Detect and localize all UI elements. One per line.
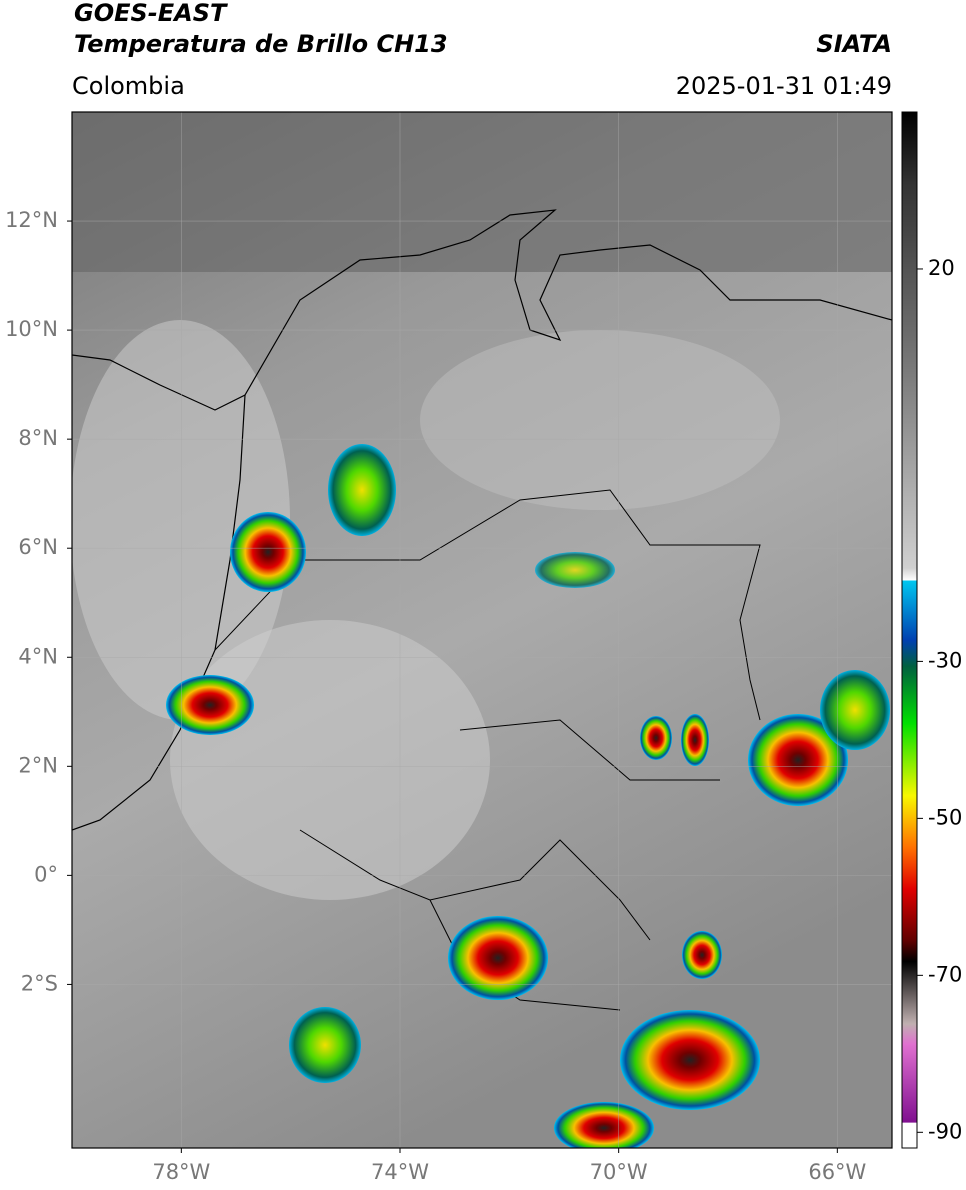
- cloud: [72, 320, 290, 720]
- map-frame: [71, 111, 893, 1149]
- storm-cell: [328, 444, 396, 536]
- colorbar-tick-label: 20: [928, 256, 955, 280]
- storm-cell: [748, 714, 848, 806]
- lon-tick-label: 74°W: [371, 1160, 429, 1184]
- colorbar-tick-label: -90: [928, 1119, 962, 1143]
- source: SIATA: [816, 30, 892, 58]
- lon-tick-label: 66°W: [808, 1160, 866, 1184]
- lat-tick-label: 0°: [34, 862, 58, 886]
- dark-sea: [72, 112, 892, 272]
- storm-cell: [448, 916, 548, 1000]
- storm-cell: [681, 714, 709, 766]
- region: Colombia: [72, 72, 185, 100]
- lat-tick-label: 6°N: [18, 535, 58, 559]
- lat-tick-label: 2°S: [21, 971, 58, 995]
- storm-cell: [166, 675, 254, 735]
- storm-cell: [620, 1010, 760, 1110]
- colorbar-tick-label: -70: [928, 962, 962, 986]
- subtitle: Temperatura de Brillo CH13: [74, 30, 448, 58]
- lat-tick-label: 2°N: [18, 753, 58, 777]
- map-image: [72, 112, 892, 1148]
- lat-tick-label: 8°N: [18, 426, 58, 450]
- storm-cell: [535, 552, 615, 588]
- lat-tick-label: 4°N: [18, 644, 58, 668]
- title: GOES-EAST: [74, 0, 228, 27]
- lon-tick-label: 78°W: [152, 1160, 210, 1184]
- colorbar: [901, 111, 918, 1149]
- storm-cell: [289, 1007, 361, 1083]
- graticule: [67, 112, 892, 1153]
- lon-tick-label: 70°W: [590, 1160, 648, 1184]
- colorbar-tick-label: -30: [928, 648, 962, 672]
- storm-cell: [554, 1102, 654, 1148]
- storm-cell: [820, 670, 890, 750]
- storm-cell: [230, 512, 306, 592]
- storm-cell: [682, 931, 722, 979]
- cloud: [170, 620, 490, 900]
- coastline: [72, 209, 892, 411]
- colorbar-tick-label: -50: [928, 805, 962, 829]
- cloud: [420, 330, 780, 510]
- lat-tick-label: 12°N: [5, 208, 58, 232]
- lat-tick-label: 10°N: [5, 317, 58, 341]
- datetime: 2025-01-31 01:49: [676, 72, 892, 100]
- storm-cell: [640, 716, 672, 760]
- border: [214, 489, 761, 1011]
